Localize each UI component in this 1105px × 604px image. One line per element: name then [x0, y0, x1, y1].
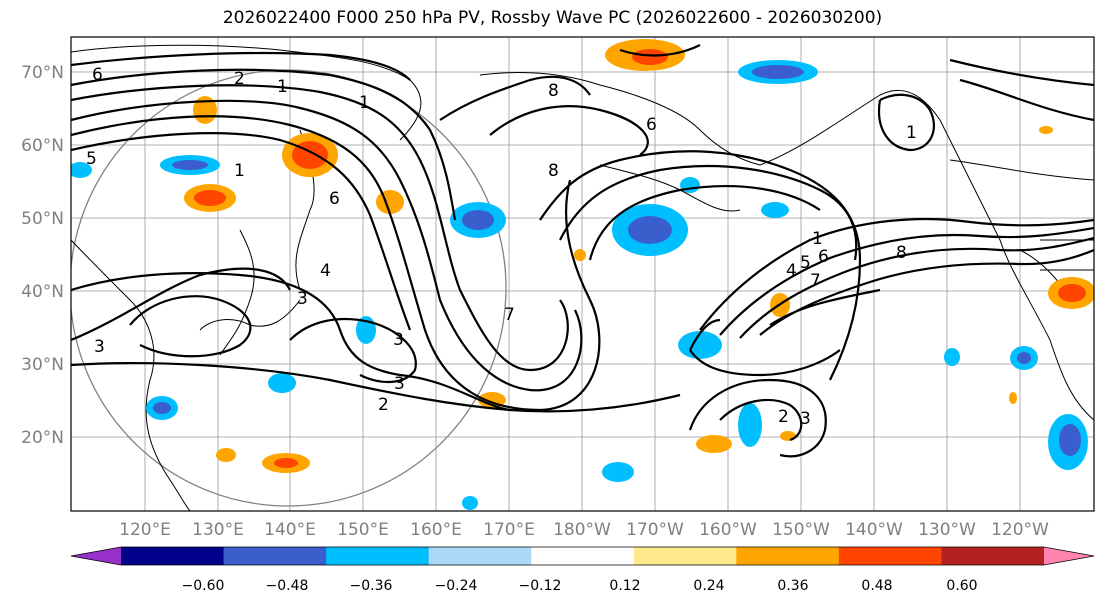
- contour-label: 6: [92, 65, 103, 85]
- lat-label-70n: 70°N: [21, 63, 64, 83]
- colorbar-segment: [736, 547, 840, 565]
- colorbar-segment: [428, 547, 532, 565]
- colorbar-segment: [531, 547, 635, 565]
- colorbar-tick-label: 0.48: [861, 578, 892, 594]
- lat-label-50n: 50°N: [21, 209, 64, 229]
- colorbar-tick-labels: −0.60 −0.48 −0.36 −0.24 −0.12 0.12 0.24 …: [182, 578, 978, 594]
- lat-label-20n: 20°N: [21, 428, 64, 448]
- lon-label: 120°W: [991, 520, 1049, 540]
- colorbar-tick-label: −0.60: [182, 578, 225, 594]
- contour-labels: 6 2 1 5 1 6 1 3 4 3 3 3 2 8 8 1 4 5 6 7 …: [86, 65, 917, 429]
- graticule: [71, 37, 1094, 511]
- pv-contours: [71, 44, 1094, 458]
- lat-label-60n: 60°N: [21, 136, 64, 156]
- contour-label: 8: [548, 81, 559, 101]
- colorbar-tick-label: 0.12: [609, 578, 640, 594]
- contour-label: 1: [277, 77, 288, 97]
- contour-label: 2: [778, 407, 789, 427]
- colorbar-extend-min: [71, 547, 121, 565]
- map-title: 2026022400 F000 250 hPa PV, Rossby Wave …: [222, 8, 883, 28]
- contour-label: 7: [504, 305, 515, 325]
- contour-label: 1: [812, 229, 823, 249]
- contour-label: 5: [800, 253, 811, 273]
- coastlines: [71, 44, 1094, 511]
- map-plot-area: 6 2 1 5 1 6 1 3 4 3 3 3 2 8 8 1 4 5 6 7 …: [71, 37, 1094, 511]
- colorbar-tick-label: −0.12: [519, 578, 562, 594]
- lon-label: 150°W: [772, 520, 830, 540]
- lon-label: 140°W: [845, 520, 903, 540]
- lon-label: 150°E: [337, 520, 389, 540]
- plot-frame: [70, 36, 1095, 512]
- contour-label: 1: [906, 123, 917, 143]
- lon-label: 170°E: [483, 520, 535, 540]
- colorbar-tick-label: −0.24: [435, 578, 478, 594]
- contour-label: 3: [394, 374, 405, 394]
- contour-label: 3: [393, 330, 404, 350]
- colorbar-tick-label: −0.48: [266, 578, 309, 594]
- contour-label: 3: [94, 337, 105, 357]
- latitude-labels: 70°N 60°N 50°N 40°N 30°N 20°N: [21, 63, 64, 448]
- contour-label: 3: [800, 409, 811, 429]
- colorbar-segment: [326, 547, 430, 565]
- colorbar-segment: [121, 547, 225, 565]
- radius-circle: [71, 69, 507, 507]
- colorbar-segment: [838, 547, 942, 565]
- colorbar: [70, 546, 1095, 566]
- lon-label: 120°E: [119, 520, 171, 540]
- colorbar-extend-max: [1044, 547, 1094, 565]
- contour-label: 3: [297, 289, 308, 309]
- contour-label: 6: [818, 247, 829, 267]
- colorbar-outline: [70, 546, 1095, 566]
- colorbar-tick-label: 0.60: [946, 578, 977, 594]
- lon-label: 130°W: [918, 520, 976, 540]
- colorbar-tick-label: 0.24: [693, 578, 724, 594]
- colorbar-tick-label: 0.36: [777, 578, 808, 594]
- colorbar-tick-label: −0.36: [350, 578, 393, 594]
- lon-label: 130°E: [192, 520, 244, 540]
- contour-label: 2: [378, 395, 389, 415]
- lon-label: 140°E: [264, 520, 316, 540]
- lon-label: 170°W: [626, 520, 684, 540]
- lon-label: 160°W: [699, 520, 757, 540]
- colorbar-segment: [633, 547, 737, 565]
- lon-label: 160°E: [410, 520, 462, 540]
- lat-label-30n: 30°N: [21, 355, 64, 375]
- contour-label: 8: [896, 243, 907, 263]
- longitude-labels: 120°E 130°E 140°E 150°E 160°E 170°E 180°…: [119, 520, 1049, 540]
- colorbar-segment: [941, 547, 1045, 565]
- contour-label: 5: [86, 149, 97, 169]
- contour-label: 4: [320, 261, 331, 281]
- contour-label: 6: [329, 189, 340, 209]
- contour-label: 1: [359, 93, 370, 113]
- contour-label: 6: [646, 115, 657, 135]
- contour-label: 2: [234, 69, 245, 89]
- lon-label: 180°W: [553, 520, 611, 540]
- contour-label: 4: [786, 261, 797, 281]
- lat-label-40n: 40°N: [21, 282, 64, 302]
- contour-label: 1: [234, 161, 245, 181]
- colorbar-segment: [223, 547, 327, 565]
- contour-label: 7: [810, 271, 821, 291]
- contour-label: 8: [548, 161, 559, 181]
